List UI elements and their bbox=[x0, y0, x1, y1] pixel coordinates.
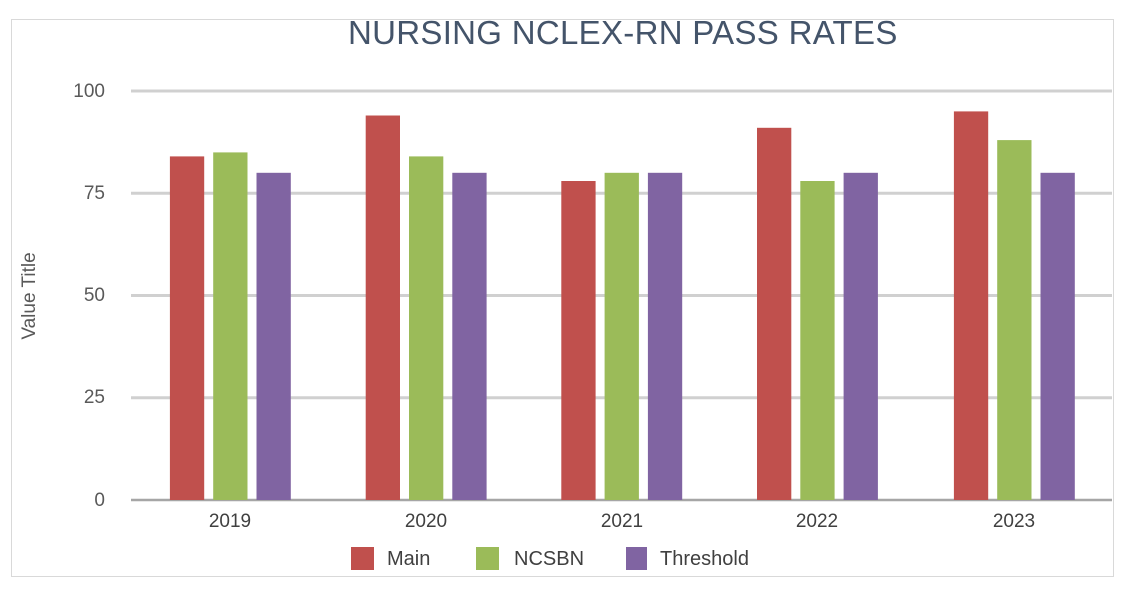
svg-text:25: 25 bbox=[84, 387, 105, 408]
svg-text:Value Title: Value Title bbox=[19, 252, 40, 339]
svg-text:2019: 2019 bbox=[209, 511, 251, 532]
svg-text:2020: 2020 bbox=[405, 511, 447, 532]
svg-text:100: 100 bbox=[73, 81, 105, 102]
svg-text:75: 75 bbox=[84, 183, 105, 204]
svg-text:50: 50 bbox=[84, 285, 105, 306]
svg-text:2022: 2022 bbox=[796, 511, 838, 532]
svg-text:0: 0 bbox=[94, 490, 105, 511]
svg-text:2021: 2021 bbox=[601, 511, 643, 532]
svg-text:2023: 2023 bbox=[993, 511, 1035, 532]
svg-text:Threshold: Threshold bbox=[660, 548, 749, 570]
svg-text:Main: Main bbox=[387, 548, 430, 570]
svg-text:NCSBN: NCSBN bbox=[514, 548, 584, 570]
